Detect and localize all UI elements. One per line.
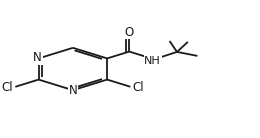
Text: Cl: Cl — [132, 81, 144, 94]
Text: N: N — [68, 84, 77, 97]
Text: Cl: Cl — [1, 81, 13, 94]
Text: O: O — [125, 26, 134, 39]
Text: N: N — [33, 51, 42, 64]
Text: NH: NH — [144, 56, 161, 66]
